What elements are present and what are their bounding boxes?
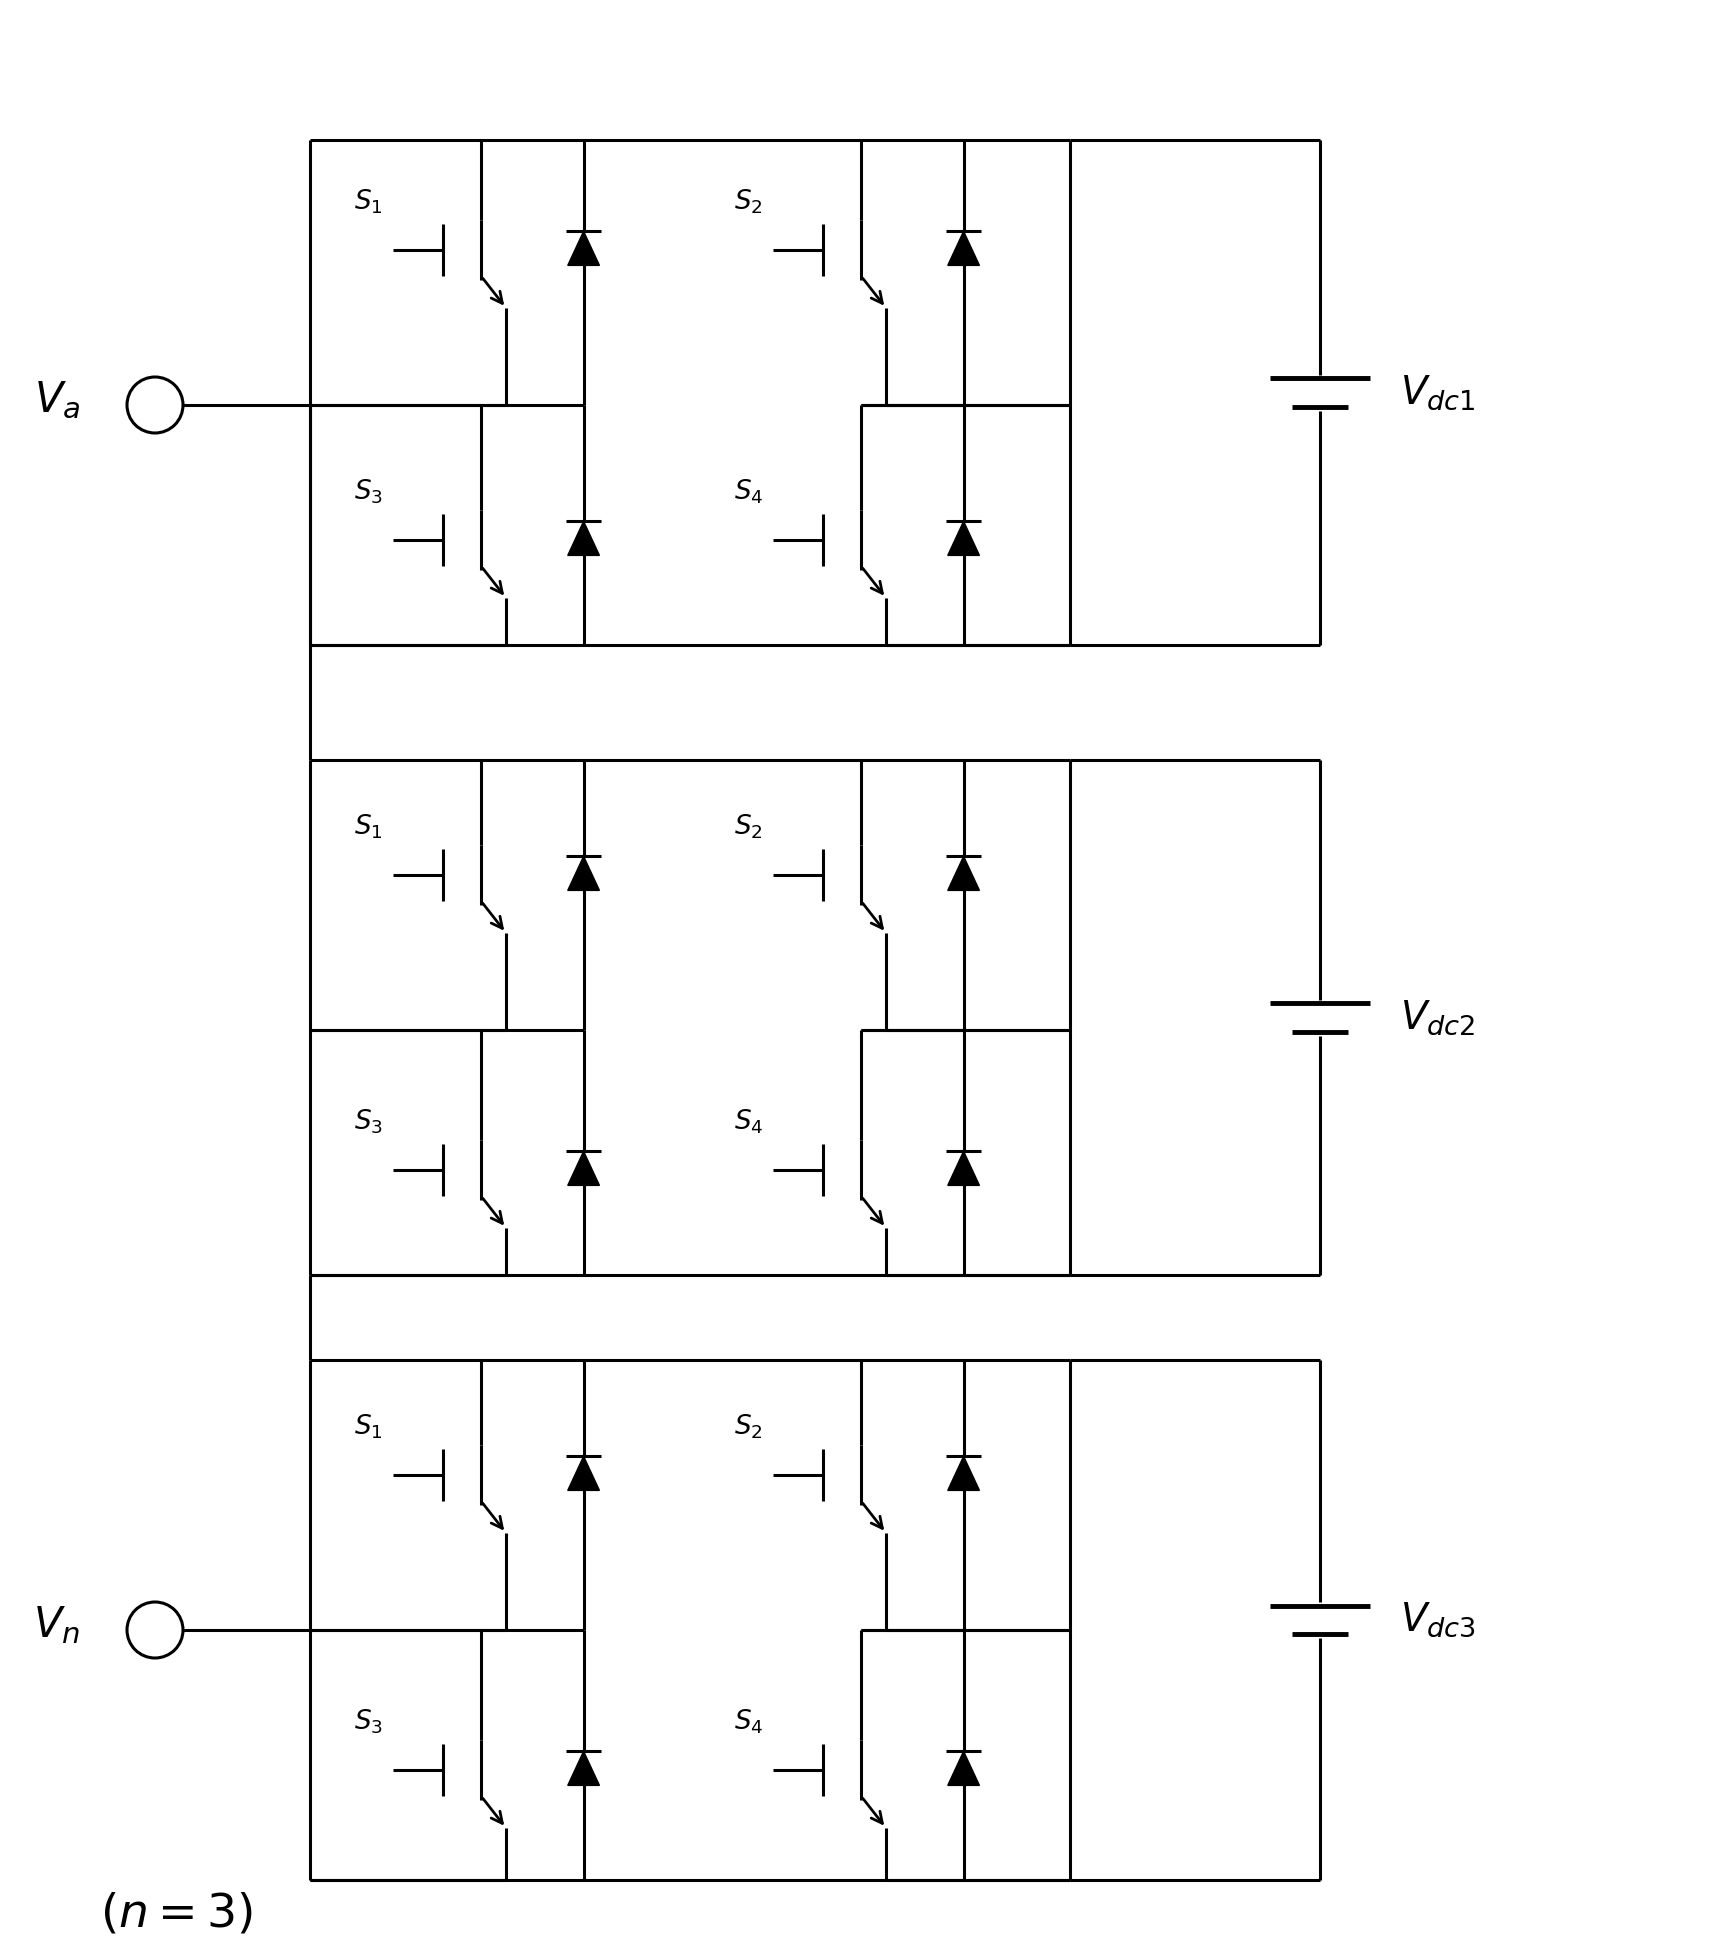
Polygon shape (948, 231, 979, 265)
Text: $S_3$: $S_3$ (354, 1707, 383, 1737)
Text: $V_{dc1}$: $V_{dc1}$ (1400, 372, 1476, 412)
Polygon shape (948, 1752, 979, 1786)
Text: $V_{dc3}$: $V_{dc3}$ (1400, 1601, 1476, 1639)
Polygon shape (568, 521, 599, 555)
Text: $S_2$: $S_2$ (734, 813, 763, 841)
Polygon shape (568, 1151, 599, 1186)
Text: $(n=3)$: $(n=3)$ (100, 1889, 252, 1936)
Text: $S_1$: $S_1$ (354, 813, 383, 841)
Polygon shape (948, 521, 979, 555)
Text: $S_1$: $S_1$ (354, 1413, 383, 1441)
Text: $S_4$: $S_4$ (734, 478, 763, 506)
Text: $S_2$: $S_2$ (734, 188, 763, 216)
Polygon shape (948, 857, 979, 890)
Text: $S_4$: $S_4$ (734, 1707, 763, 1737)
Text: $V_a$: $V_a$ (33, 378, 79, 421)
Text: $S_1$: $S_1$ (354, 188, 383, 216)
Text: $S_3$: $S_3$ (354, 1107, 383, 1137)
Text: $S_3$: $S_3$ (354, 478, 383, 506)
Polygon shape (568, 857, 599, 890)
Text: $S_4$: $S_4$ (734, 1107, 763, 1137)
Text: $S_2$: $S_2$ (734, 1413, 763, 1441)
Text: $V_{dc2}$: $V_{dc2}$ (1400, 998, 1476, 1037)
Text: $V_n$: $V_n$ (33, 1603, 79, 1646)
Polygon shape (568, 1456, 599, 1490)
Polygon shape (948, 1456, 979, 1490)
Polygon shape (948, 1151, 979, 1186)
Polygon shape (568, 1752, 599, 1786)
Polygon shape (568, 231, 599, 265)
